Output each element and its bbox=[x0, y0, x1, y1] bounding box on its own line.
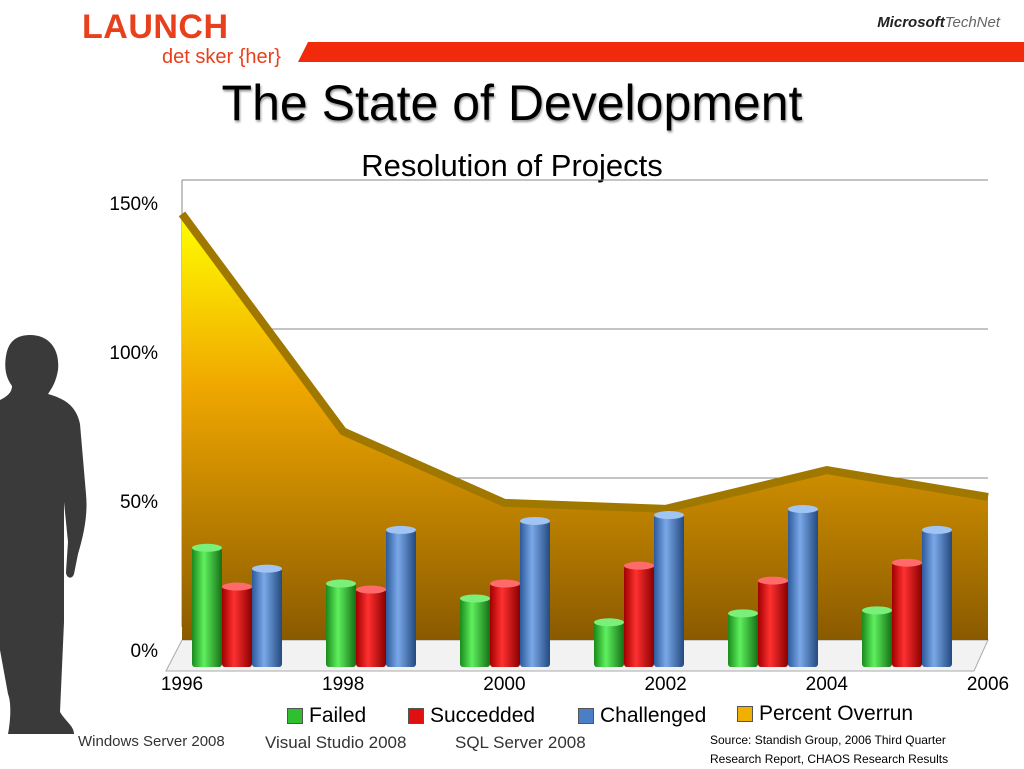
bar-failed-2000 bbox=[460, 598, 490, 667]
bar-challenged-2004 bbox=[788, 509, 818, 667]
y-tick-label: 100% bbox=[109, 343, 158, 364]
legend-swatch bbox=[287, 708, 303, 724]
bar-failed-1996 bbox=[192, 547, 222, 667]
x-tick-label: 2004 bbox=[806, 674, 849, 695]
x-tick-label: 2006 bbox=[967, 674, 1009, 695]
legend-failed: Failed bbox=[287, 704, 366, 728]
bar-cap bbox=[520, 516, 550, 525]
bar-cap bbox=[892, 558, 922, 567]
x-tick-label: 2002 bbox=[644, 674, 686, 695]
bar-challenged-2000 bbox=[520, 520, 550, 667]
slide-title: The State of Development bbox=[221, 75, 803, 131]
visual-studio-logo: Visual Studio 2008 bbox=[265, 733, 407, 752]
bar-cap bbox=[490, 579, 520, 588]
bar-cap bbox=[862, 606, 892, 615]
legend-label: Succedded bbox=[430, 704, 536, 727]
bar-cap bbox=[460, 594, 490, 603]
bar-cap bbox=[624, 561, 654, 570]
legend-label: Percent Overrun bbox=[759, 702, 914, 725]
bar-cap bbox=[758, 576, 788, 585]
bar-cap bbox=[192, 543, 222, 552]
bar-cap bbox=[788, 505, 818, 514]
legend-succeeded: Succedded bbox=[408, 704, 535, 728]
bar-succedded-2006 bbox=[892, 562, 922, 667]
x-tick-label: 1998 bbox=[322, 674, 364, 695]
source-note: Source: Standish Group, 2006 Third Quart… bbox=[710, 731, 948, 769]
person-silhouette bbox=[0, 335, 87, 734]
sql-server-logo: SQL Server 2008 bbox=[455, 733, 586, 752]
legend-label: Challenged bbox=[600, 704, 707, 727]
technet-bold: Microsoft bbox=[877, 14, 945, 31]
bar-cap bbox=[222, 582, 252, 591]
windows-server-logo: Windows Server 2008 bbox=[78, 733, 225, 750]
bar-cap bbox=[386, 525, 416, 534]
bar-cap bbox=[654, 511, 684, 520]
bar-failed-1998 bbox=[326, 583, 356, 667]
tagline: det sker {her} bbox=[162, 46, 281, 68]
legend-swatch bbox=[578, 708, 594, 724]
overrun-area-edge bbox=[178, 211, 989, 513]
bar-succedded-2000 bbox=[490, 583, 520, 667]
bar-cap bbox=[326, 579, 356, 588]
x-tick-label: 2000 bbox=[483, 674, 525, 695]
bar-failed-2006 bbox=[862, 610, 892, 667]
bar-challenged-2002 bbox=[654, 515, 684, 667]
source-line: Research Report, CHAOS Research Results bbox=[710, 752, 949, 766]
header-bar bbox=[298, 42, 1024, 62]
technet-logo: MicrosoftTechNet bbox=[877, 14, 1000, 31]
y-tick-label: 150% bbox=[109, 194, 158, 215]
bar-cap bbox=[356, 585, 386, 594]
bar-cap bbox=[728, 609, 758, 618]
bar-challenged-1998 bbox=[386, 529, 416, 667]
bar-failed-2002 bbox=[594, 622, 624, 667]
bar-challenged-1996 bbox=[252, 568, 282, 667]
bar-succedded-2002 bbox=[624, 565, 654, 667]
bar-succedded-1998 bbox=[356, 589, 386, 667]
bar-cap bbox=[594, 618, 624, 627]
legend-label: Failed bbox=[309, 704, 367, 727]
chart-title: Resolution of Projects bbox=[361, 148, 663, 183]
bar-challenged-2006 bbox=[922, 529, 952, 667]
bar-succedded-2004 bbox=[758, 580, 788, 667]
legend-swatch bbox=[737, 706, 753, 722]
legend-swatch bbox=[408, 708, 424, 724]
legend-overrun: Percent Overrun bbox=[737, 702, 913, 726]
bar-succedded-1996 bbox=[222, 586, 252, 667]
x-tick-label: 1996 bbox=[161, 674, 203, 695]
y-tick-label: 50% bbox=[120, 492, 158, 513]
bar-cap bbox=[252, 564, 282, 573]
technet-light: TechNet bbox=[944, 14, 1000, 31]
bar-failed-2004 bbox=[728, 613, 758, 667]
source-line: Source: Standish Group, 2006 Third Quart… bbox=[710, 733, 946, 747]
legend-challenged: Challenged bbox=[578, 704, 706, 728]
y-tick-label: 0% bbox=[131, 641, 159, 662]
bar-cap bbox=[922, 525, 952, 534]
launch-logo: LAUNCH bbox=[82, 8, 229, 46]
overrun-area bbox=[182, 213, 988, 640]
